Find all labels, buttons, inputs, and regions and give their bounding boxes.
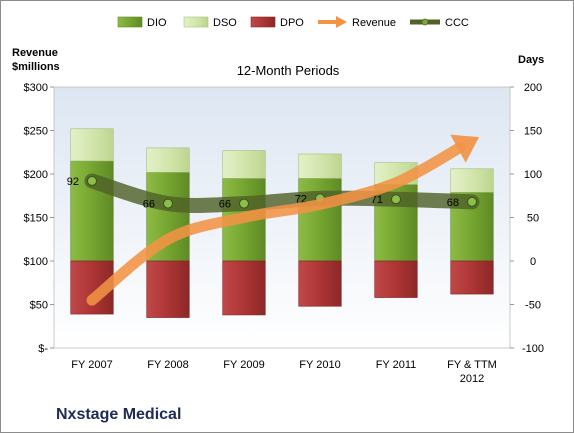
left-tick-label: $150 <box>24 213 48 225</box>
ccc-point <box>163 198 173 209</box>
ccc-point <box>239 198 249 209</box>
right-tick-label: 150 <box>524 126 542 138</box>
legend-label-revenue: Revenue <box>352 17 396 29</box>
ccc-point <box>391 194 401 205</box>
left-tick-label: $300 <box>24 82 48 94</box>
ccc-point <box>87 175 97 186</box>
left-tick-label: $50 <box>30 300 48 312</box>
ccc-point <box>467 196 477 207</box>
revenue-arrowhead <box>450 134 480 163</box>
bar-dpo <box>222 260 266 316</box>
bar-dpo <box>374 260 418 298</box>
x-tick-label: FY 2009 <box>223 359 264 371</box>
bar-dio <box>146 171 190 262</box>
legend-swatch-dio <box>117 16 143 28</box>
right-tick-label: -50 <box>525 300 541 312</box>
x-tick-label: FY & TTM 2012 <box>447 359 497 385</box>
ccc-data-label: 66 <box>143 199 155 211</box>
legend-swatch-ccc <box>410 18 440 26</box>
legend-label-dpo: DPO <box>280 17 304 29</box>
plot-area <box>53 86 511 349</box>
left-axis-label: Revenue $millions <box>12 47 60 73</box>
right-tick-label: 50 <box>527 213 539 225</box>
bar-dso <box>70 128 114 162</box>
legend-label-dso: DSO <box>213 17 237 29</box>
left-tick-label: $100 <box>24 256 48 268</box>
revenue-series <box>86 134 480 306</box>
ccc-data-label: 92 <box>67 176 79 188</box>
bar-dso <box>222 150 266 179</box>
bar-dpo <box>146 260 190 318</box>
ccc-line <box>84 173 480 213</box>
x-tick-label: FY 2011 <box>376 359 417 371</box>
x-tick-label: FY 2008 <box>147 359 188 371</box>
right-axis: -100 -50 0 50 100 150 200 <box>510 82 544 355</box>
left-tick-label: $250 <box>24 126 48 138</box>
bar-dso <box>450 168 494 193</box>
bar-dpo <box>450 260 494 295</box>
legend: DIO DSO DPO Revenue CCC <box>117 16 469 29</box>
legend-swatch-dso <box>183 16 209 28</box>
revenue-line <box>86 142 466 306</box>
left-tick-label: $200 <box>24 169 48 181</box>
bar-dso <box>298 153 342 179</box>
legend-label-dio: DIO <box>147 17 167 29</box>
bar-dpo <box>298 260 342 307</box>
chart-title: 12-Month Periods <box>237 63 340 78</box>
x-axis: FY 2007 FY 2008 FY 2009 FY 2010 FY 2011 FY & … <box>71 359 497 385</box>
ccc-data-label: 71 <box>371 194 383 206</box>
right-tick-label: -100 <box>522 343 544 355</box>
left-tick-label: $- <box>38 343 48 355</box>
bar-dso <box>146 147 190 173</box>
ccc-data-label: 66 <box>219 199 231 211</box>
legend-label-ccc: CCC <box>445 17 469 29</box>
right-tick-label: 100 <box>524 169 542 181</box>
right-tick-label: 0 <box>530 256 536 268</box>
left-axis: $- $50 $100 $150 $200 $250 $300 <box>24 82 54 355</box>
ccc-data-label: 68 <box>447 197 459 209</box>
company-name: Nxstage Medical <box>56 406 181 423</box>
right-axis-label: Days <box>518 54 544 66</box>
x-tick-label: FY 2007 <box>71 359 112 371</box>
x-tick-label: FY 2010 <box>299 359 340 371</box>
right-tick-label: 200 <box>524 82 542 94</box>
legend-swatch-dpo <box>250 16 276 28</box>
legend-swatch-revenue <box>318 16 347 28</box>
